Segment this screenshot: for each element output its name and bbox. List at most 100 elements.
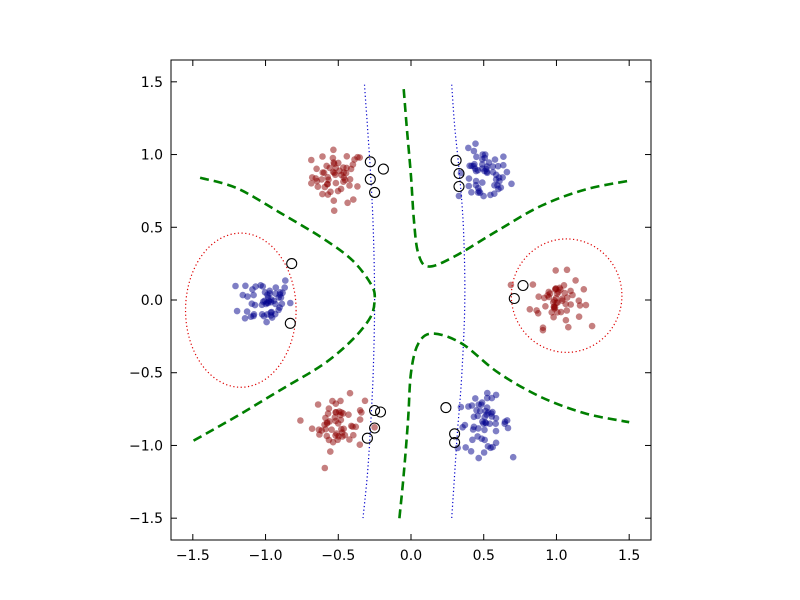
y-tick-label: −0.5 [129, 366, 163, 382]
data-point-blue [465, 403, 472, 410]
data-point-red [350, 431, 357, 439]
data-point-blue [475, 401, 483, 408]
data-point-red [576, 302, 584, 309]
data-point-blue [268, 314, 276, 321]
support-vector [440, 402, 452, 414]
data-point-blue [263, 318, 270, 326]
support-vector [453, 180, 465, 193]
data-point-blue [475, 425, 482, 432]
data-point-red [347, 165, 355, 173]
data-point-blue [472, 140, 479, 147]
data-point-blue [479, 179, 486, 186]
data-point-red [356, 154, 364, 161]
data-point-red [346, 436, 353, 443]
data-point-red [321, 464, 329, 472]
x-tick-label: −0.5 [321, 548, 355, 564]
data-point-blue [508, 180, 515, 188]
data-point-red [327, 448, 334, 455]
support-vector [377, 163, 389, 175]
support-vector [374, 406, 387, 418]
data-point-red [552, 286, 559, 293]
data-point-blue [472, 177, 480, 185]
data-point-red [328, 426, 335, 434]
data-point-red [539, 326, 547, 334]
data-point-blue [472, 167, 480, 175]
decision-boundary [398, 332, 630, 519]
data-point-red [322, 414, 329, 422]
y-tick-label: 1.5 [141, 75, 163, 91]
support-vector [517, 279, 529, 292]
data-point-blue [470, 413, 478, 421]
data-point-blue [287, 299, 294, 307]
data-point-red [308, 425, 316, 433]
data-point-blue [485, 159, 493, 166]
data-point-red [535, 293, 542, 301]
data-point-blue [247, 313, 255, 321]
data-point-blue [467, 448, 475, 455]
data-point-red [548, 309, 555, 316]
margin-ellipse-red [510, 238, 623, 353]
data-point-red [339, 410, 347, 417]
data-point-red [325, 405, 333, 412]
data-point-blue [268, 296, 275, 303]
data-point-red [297, 417, 304, 424]
data-point-blue [276, 304, 283, 311]
data-point-blue [483, 404, 491, 411]
data-point-blue [483, 168, 491, 175]
data-point-blue [462, 444, 470, 451]
data-point-blue [272, 284, 280, 291]
data-point-red [552, 267, 559, 274]
data-point-blue [459, 424, 466, 431]
data-point-red [313, 165, 320, 173]
data-point-blue [481, 426, 488, 434]
data-point-blue [241, 315, 249, 322]
support-vector [286, 258, 298, 270]
data-point-blue [281, 284, 289, 291]
data-point-blue [250, 291, 257, 299]
data-point-red [319, 169, 327, 176]
x-tick-label: 0.5 [473, 548, 495, 564]
x-tick-label: −1.0 [249, 548, 283, 564]
x-tick-label: 1.0 [545, 548, 567, 564]
data-point-blue [492, 427, 500, 435]
data-point-red [319, 153, 326, 160]
data-point-red [358, 409, 365, 416]
data-point-red [361, 397, 369, 405]
data-point-red [334, 436, 342, 444]
data-point-blue [480, 449, 488, 456]
data-point-red [339, 433, 346, 440]
data-point-red [323, 162, 330, 170]
margin-curve-blue [362, 84, 376, 519]
data-point-blue [242, 282, 249, 290]
data-point-blue [457, 169, 465, 177]
data-point-blue [282, 277, 289, 284]
support-vector [449, 428, 461, 440]
data-point-blue [497, 184, 505, 191]
data-point-blue [500, 153, 507, 160]
data-point-red [330, 197, 338, 204]
data-point-red [337, 185, 345, 193]
data-point-blue [480, 420, 487, 428]
data-point-blue [481, 154, 489, 162]
data-point-red [341, 176, 349, 184]
data-point-blue [469, 426, 477, 433]
data-point-red [582, 301, 590, 309]
data-point-red [542, 303, 549, 310]
data-point-blue [494, 162, 502, 170]
data-point-red [567, 301, 574, 308]
data-point-red [344, 199, 351, 207]
data-point-red [330, 146, 337, 154]
data-point-red [332, 179, 340, 187]
data-point-blue [454, 444, 462, 452]
data-point-blue [259, 283, 267, 290]
data-point-red [588, 322, 596, 330]
data-point-blue [233, 307, 241, 315]
data-point-blue [262, 300, 270, 308]
data-point-red [327, 188, 334, 196]
data-point-red [321, 421, 328, 429]
x-tick-label: 0.0 [400, 548, 422, 564]
data-point-blue [487, 444, 494, 452]
data-point-red [352, 423, 360, 431]
data-point-red [575, 313, 583, 321]
data-point-blue [503, 417, 511, 424]
